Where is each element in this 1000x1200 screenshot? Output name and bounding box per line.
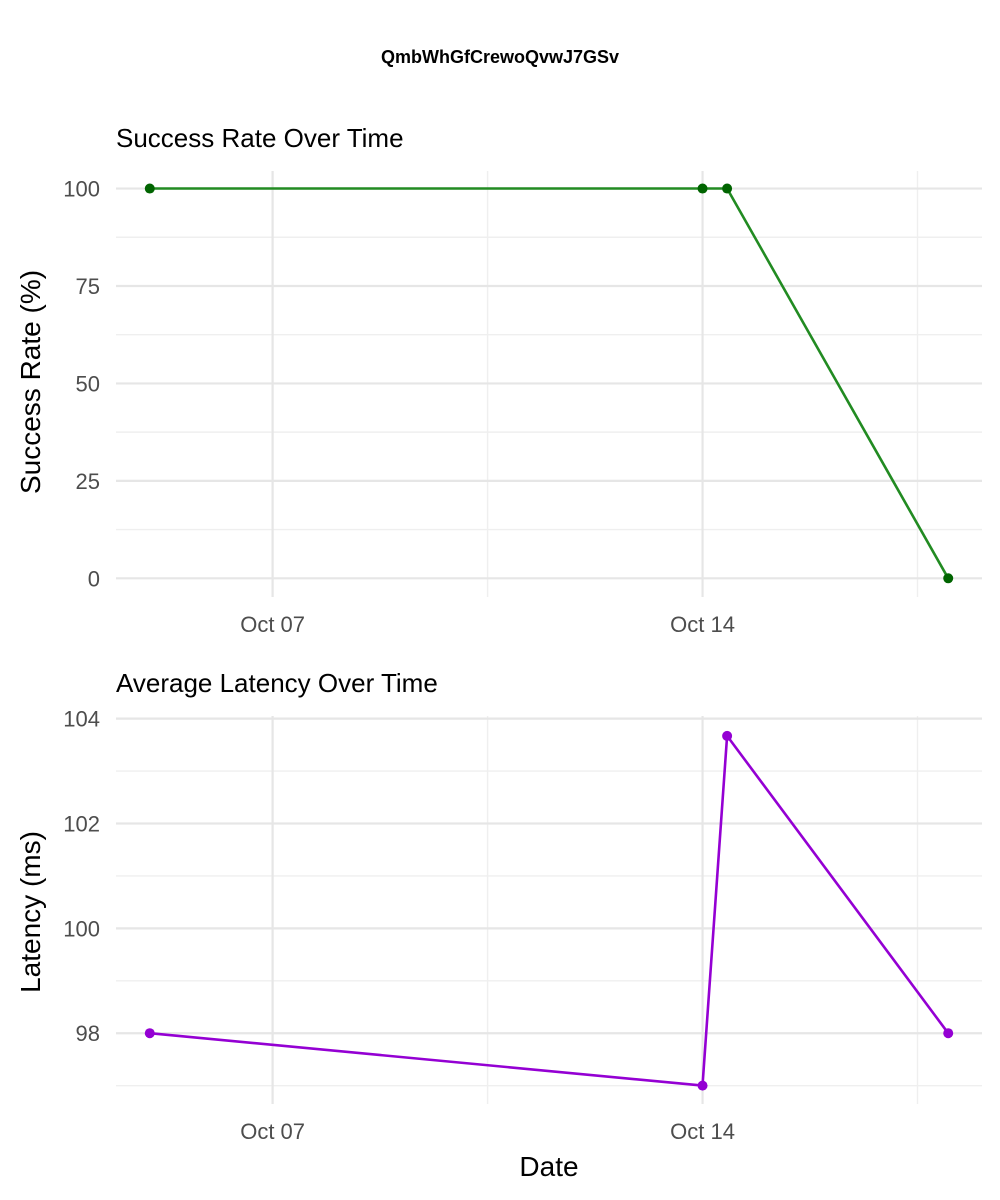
latency-tick-labels: 98 100 102 104 Oct 07 Oct 14 (63, 707, 735, 1144)
page-title: QmbWhGfCrewoQvwJ7GSv (381, 47, 619, 67)
latency-series-line (149, 734, 950, 1087)
latency-data-point (943, 1028, 954, 1039)
success-rate-panel-title: Success Rate Over Time (116, 123, 404, 153)
success-rate-panel: Success Rate Over Time Success Rate (%) … (15, 123, 982, 637)
latency-y-axis-label: Latency (ms) (15, 831, 46, 993)
latency-y-tick-label: 100 (63, 916, 100, 941)
latency-data-point (722, 730, 733, 741)
success-rate-y-tick-label: 50 (76, 371, 100, 396)
success-rate-x-tick-label: Oct 14 (670, 612, 735, 637)
latency-y-tick-label: 102 (63, 811, 100, 836)
latency-panel: Average Latency Over Time Latency (ms) D… (15, 668, 982, 1182)
success-rate-y-tick-label: 75 (76, 274, 100, 299)
success-rate-x-tick-label: Oct 07 (240, 612, 305, 637)
success-rate-y-tick-label: 100 (63, 177, 100, 202)
success-rate-series (144, 183, 954, 584)
success-rate-data-point (144, 183, 155, 194)
latency-data-point (697, 1080, 708, 1091)
latency-y-tick-label: 98 (76, 1021, 100, 1046)
latency-panel-title: Average Latency Over Time (116, 668, 438, 698)
success-rate-series-line (149, 187, 950, 579)
latency-x-tick-label: Oct 07 (240, 1119, 305, 1144)
success-rate-data-point (722, 183, 733, 194)
success-rate-data-point (943, 573, 954, 584)
success-rate-tick-labels: 0 25 50 75 100 Oct 07 Oct 14 (63, 177, 735, 637)
success-rate-y-tick-label: 25 (76, 469, 100, 494)
latency-grid (116, 716, 982, 1104)
latency-y-tick-label: 104 (63, 707, 100, 732)
success-rate-data-point (697, 183, 708, 194)
latency-data-point (144, 1028, 155, 1039)
success-rate-y-axis-label: Success Rate (%) (15, 270, 46, 494)
latency-x-axis-label: Date (519, 1151, 578, 1182)
latency-x-tick-label: Oct 14 (670, 1119, 735, 1144)
latency-series (144, 730, 954, 1091)
success-rate-y-tick-label: 0 (88, 566, 100, 591)
